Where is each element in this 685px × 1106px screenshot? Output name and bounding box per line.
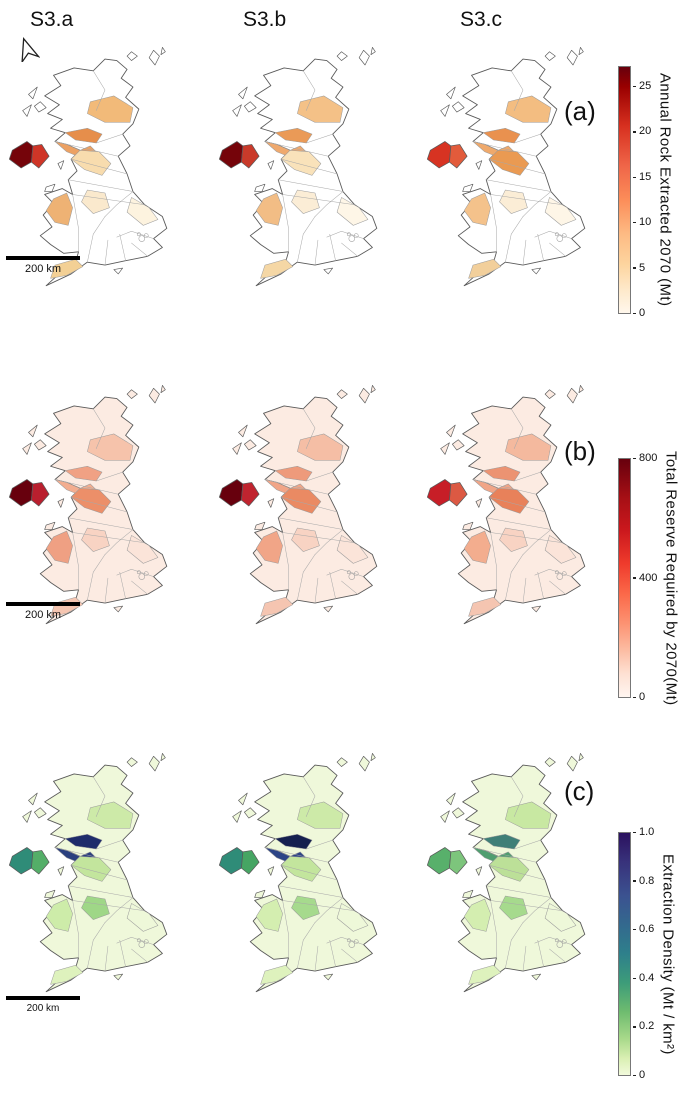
- map-a-s3c: [426, 46, 586, 287]
- colorbar-tick: 0.2: [633, 1021, 654, 1032]
- map-b-s3a: [8, 384, 168, 625]
- scale-bar-b: 200 km: [6, 602, 80, 621]
- colorbar-tick: 400: [633, 572, 657, 584]
- colorbar-tick: 800: [633, 453, 657, 464]
- map-a-s3b: [218, 46, 378, 287]
- panel-label-a: (a): [564, 96, 596, 126]
- map-c-s3b: [218, 752, 378, 993]
- map-a-s3a: [8, 46, 168, 287]
- colorbar-annual-rock: 25 20 15 10 5 0 Annual Rock Extracted 20…: [618, 66, 674, 318]
- scale-bar-line: [6, 602, 80, 606]
- scale-bar-label: 200 km: [24, 609, 62, 621]
- north-arrow-icon: [21, 37, 40, 62]
- colorbar-gradient: [618, 458, 631, 698]
- colorbar-tick: 0.8: [633, 875, 654, 887]
- panel-label-b: (b): [564, 436, 596, 466]
- column-header-s3a: S3.a: [30, 8, 74, 31]
- colorbar-tick: 0: [633, 1069, 654, 1081]
- scale-bar-line: [6, 256, 80, 260]
- panel-label-c: (c): [564, 776, 595, 806]
- column-header-s3b: S3.b: [243, 8, 287, 31]
- colorbar-tick: 5: [633, 262, 651, 274]
- colorbar-total-reserve: 800 400 0 Total Reserve Required by 2070…: [618, 451, 679, 705]
- colorbar-tick: 25: [633, 81, 651, 92]
- scale-bar-label: 200 km: [24, 263, 62, 275]
- colorbar-gradient: [618, 832, 631, 1076]
- map-c-s3c: [426, 752, 586, 993]
- colorbar-tick: 0.6: [633, 924, 654, 935]
- colorbar-tick: 0: [633, 692, 657, 703]
- colorbar-ticks: 1.0 0.8 0.6 0.4 0.2 0: [633, 827, 654, 1081]
- scale-bar-c: 200 km: [6, 996, 80, 1014]
- colorbar-tick: 20: [633, 126, 651, 137]
- colorbar-tick: 15: [633, 171, 651, 183]
- colorbar-gradient: [618, 66, 631, 314]
- colorbar-title: Extraction Density (Mt / km²): [659, 853, 677, 1055]
- colorbar-title: Annual Rock Extracted 2070 (Mt): [656, 73, 674, 307]
- map-b-s3c: [426, 384, 586, 625]
- colorbar-title: Total Reserve Required by 2070(Mt): [662, 450, 680, 706]
- colorbar-ticks: 25 20 15 10 5 0: [633, 61, 651, 319]
- scale-bar-a: 200 km: [6, 256, 80, 275]
- column-header-s3c: S3.c: [460, 8, 503, 31]
- colorbar-tick: 1.0: [633, 827, 654, 838]
- scale-bar-line: [6, 996, 80, 1000]
- colorbar-tick: 0.4: [633, 972, 654, 984]
- colorbar-extraction-density: 1.0 0.8 0.6 0.4 0.2 0 Extraction Density…: [618, 827, 677, 1080]
- colorbar-ticks: 800 400 0: [633, 453, 657, 703]
- colorbar-tick: 10: [633, 217, 651, 228]
- map-b-s3b: [218, 384, 378, 625]
- scale-bar-label: 200 km: [26, 1003, 60, 1014]
- colorbar-tick: 0: [633, 307, 651, 319]
